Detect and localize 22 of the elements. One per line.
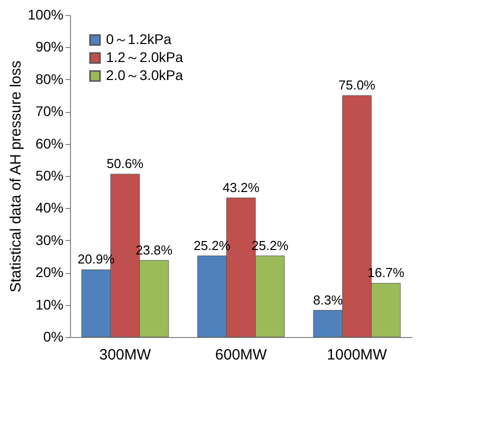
data-label: 43.2% <box>222 180 260 195</box>
x-tick-label: 300MW <box>99 346 152 364</box>
x-tick-label: 600MW <box>215 346 268 364</box>
y-tick-label: 40% <box>35 200 64 216</box>
y-tick-label: 50% <box>35 168 64 184</box>
y-tick-label: 90% <box>35 38 64 55</box>
legend-label: 1.2～2.0kPa <box>106 49 184 65</box>
y-tick-label: 30% <box>35 232 64 248</box>
y-tick-label: 60% <box>35 135 64 152</box>
y-axis-title: Statistical data of AH pressure loss <box>8 60 25 292</box>
x-tick-label: 1000MW <box>326 346 388 364</box>
legend-label: 2.0～3.0kPa <box>106 67 184 83</box>
y-tick-label: 100% <box>28 6 64 22</box>
legend-label: 0～1.2kPa <box>106 31 172 47</box>
y-tick-label: 20% <box>35 264 64 280</box>
data-label: 50.6% <box>106 156 144 172</box>
data-label: 75.0% <box>338 78 376 92</box>
y-tick-label: 10% <box>35 296 64 312</box>
y-tick-label: 70% <box>35 103 64 120</box>
y-tick-label: 0% <box>43 328 64 344</box>
data-label: 8.3% <box>313 292 344 308</box>
y-tick-label: 80% <box>35 70 64 87</box>
